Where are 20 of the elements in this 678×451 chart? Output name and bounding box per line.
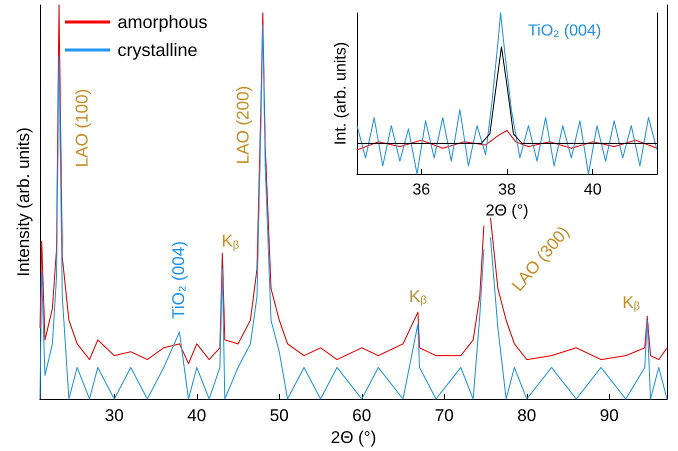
x-axis-title: 2Θ (°) <box>486 202 528 220</box>
annotation: TiO₂ (004) <box>528 22 602 40</box>
annotation: LAO (100) <box>72 88 92 168</box>
x-tick-label: 70 <box>434 406 454 425</box>
legend-label: crystalline <box>118 40 198 60</box>
x-tick-label: 40 <box>584 182 602 198</box>
x-tick-label: 50 <box>270 406 289 425</box>
x-axis-title: 2Θ (°) <box>330 428 376 447</box>
x-tick-label: 80 <box>517 406 536 425</box>
annotation: LAO (200) <box>234 86 252 164</box>
x-tick-label: 60 <box>352 406 372 425</box>
x-tick-label: 38 <box>498 182 516 198</box>
x-tick-label: 90 <box>600 406 619 425</box>
y-axis-title: Int. (arb. units) <box>332 42 350 146</box>
x-tick-label: 36 <box>412 182 430 198</box>
x-tick-label: 40 <box>187 406 206 425</box>
legend-label: amorphous <box>118 12 208 32</box>
y-axis-title: Intensity (arb. units) <box>14 127 33 277</box>
annotation: TiO₂ (004) <box>168 241 188 319</box>
x-tick-label: 30 <box>104 406 124 425</box>
